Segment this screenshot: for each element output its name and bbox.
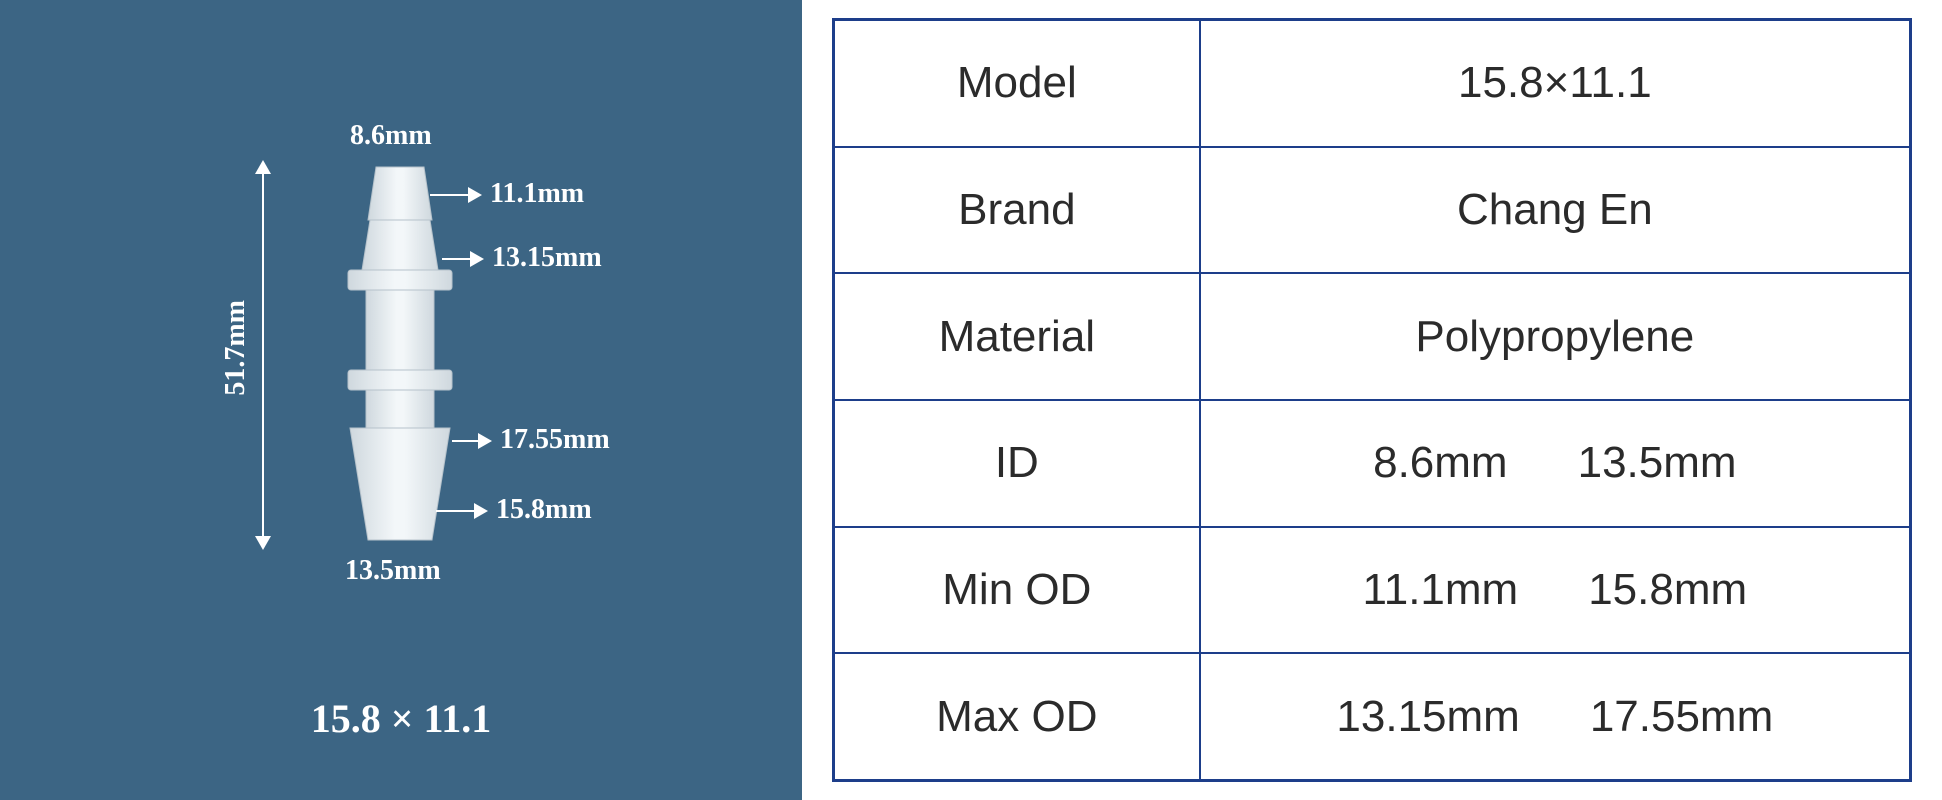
arrow-head-u2 xyxy=(470,251,484,267)
spec-key: Material xyxy=(834,273,1200,400)
table-row: BrandChang En xyxy=(834,147,1911,274)
dim-side-lower2: 15.8mm xyxy=(496,494,592,526)
arrow-line-l1 xyxy=(452,440,480,442)
spec-value-part: 15.8mm xyxy=(1588,565,1747,615)
table-row: MaterialPolypropylene xyxy=(834,273,1911,400)
spec-panel: Model15.8×11.1BrandChang EnMaterialPolyp… xyxy=(802,0,1942,800)
spec-key: Min OD xyxy=(834,527,1200,654)
table-row: Min OD 11.1mm 15.8mm xyxy=(834,527,1911,654)
spec-value-part: 11.1mm xyxy=(1363,565,1519,615)
spec-value: 8.6mm 13.5mm xyxy=(1200,400,1911,527)
spec-key: Max OD xyxy=(834,653,1200,780)
spec-key: ID xyxy=(834,400,1200,527)
arrow-head-u1 xyxy=(468,187,482,203)
arrow-line-u1 xyxy=(430,194,470,196)
spec-value: Polypropylene xyxy=(1200,273,1911,400)
spec-value-part: 17.55mm xyxy=(1590,692,1773,742)
arrow-line-u2 xyxy=(442,258,472,260)
arrow-line-l2 xyxy=(436,510,476,512)
diagram-panel: 8.6mm 51.7mm 11.1mm 13.15mm 17.55mm 15.8… xyxy=(0,0,802,800)
table-row: ID 8.6mm 13.5mm xyxy=(834,400,1911,527)
table-row: Model15.8×11.1 xyxy=(834,20,1911,147)
height-arrow-down xyxy=(255,536,271,550)
spec-value: Chang En xyxy=(1200,147,1911,274)
arrow-head-l2 xyxy=(474,503,488,519)
height-arrow-up xyxy=(255,160,271,174)
spec-value: 13.15mm 17.55mm xyxy=(1200,653,1911,780)
dim-bottom: 13.5mm xyxy=(345,555,441,587)
diagram-caption: 15.8 × 11.1 xyxy=(0,695,802,742)
connector-drawing xyxy=(320,165,480,545)
dim-height: 51.7mm xyxy=(220,300,252,396)
dim-side-upper2: 13.15mm xyxy=(492,242,602,274)
spec-key: Brand xyxy=(834,147,1200,274)
dim-side-upper1: 11.1mm xyxy=(490,178,584,210)
spec-value: 11.1mm 15.8mm xyxy=(1200,527,1911,654)
dim-top: 8.6mm xyxy=(350,120,432,152)
arrow-head-l1 xyxy=(478,433,492,449)
spec-value: 15.8×11.1 xyxy=(1200,20,1911,147)
dim-side-lower1: 17.55mm xyxy=(500,424,610,456)
spec-table: Model15.8×11.1BrandChang EnMaterialPolyp… xyxy=(832,18,1912,782)
spec-value-part: 13.15mm xyxy=(1336,692,1519,742)
spec-value-part: 13.5mm xyxy=(1578,438,1737,488)
spec-value-part: 8.6mm xyxy=(1373,438,1507,488)
height-line xyxy=(262,170,264,540)
spec-key: Model xyxy=(834,20,1200,147)
table-row: Max OD 13.15mm 17.55mm xyxy=(834,653,1911,780)
